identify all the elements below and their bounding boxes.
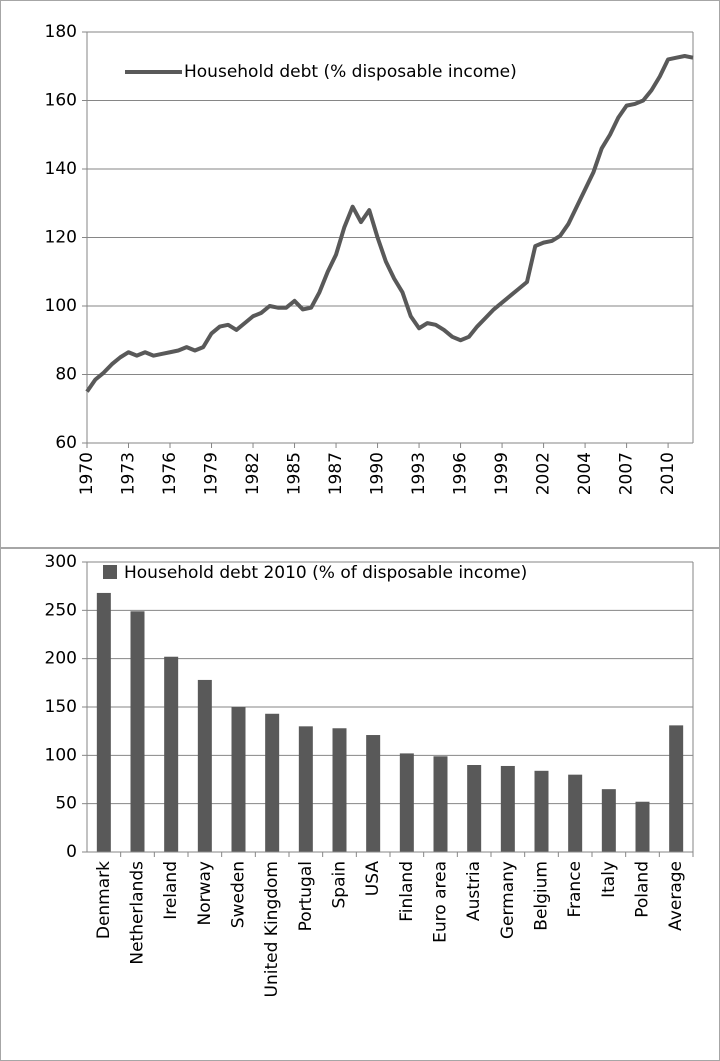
bar (164, 656, 179, 852)
x-tick-label: Euro area (431, 861, 451, 943)
x-tick-label: 1993 (409, 452, 429, 495)
y-tick-label: 140 (45, 159, 77, 179)
x-tick-label: Germany (498, 861, 518, 939)
y-tick-label: 100 (45, 296, 77, 316)
bar (96, 592, 111, 852)
y-tick-label: 250 (45, 600, 77, 620)
legend-swatch (103, 565, 117, 579)
x-tick-label: France (565, 861, 585, 918)
x-tick-label: Austria (464, 861, 484, 921)
bar (298, 726, 313, 852)
x-tick-label: 2002 (534, 452, 554, 495)
bar (568, 774, 583, 852)
legend-label: Household debt 2010 (% of disposable inc… (124, 563, 527, 583)
x-tick-label: 2010 (658, 452, 678, 495)
x-tick-label: Belgium (532, 861, 552, 931)
x-tick-label: Sweden (229, 861, 249, 928)
x-tick-label: 1970 (77, 452, 97, 495)
x-tick-label: 2007 (617, 452, 637, 495)
x-tick-label: 1979 (202, 452, 222, 495)
panel-frame (0, 548, 720, 1061)
x-tick-label: Norway (195, 861, 215, 926)
y-tick-label: 100 (45, 745, 77, 765)
legend-label: Household debt (% disposable income) (184, 62, 517, 82)
x-tick-label: 1996 (451, 452, 471, 495)
x-tick-label: 1999 (492, 452, 512, 495)
bar (601, 789, 616, 852)
bar (197, 679, 212, 852)
x-tick-label: Portugal (296, 861, 316, 931)
bar (500, 765, 515, 852)
panel-frame (0, 0, 720, 548)
x-tick-label: 1976 (160, 452, 180, 495)
x-tick-label: Spain (330, 861, 350, 909)
bar (332, 728, 347, 852)
x-tick-label: 1982 (243, 452, 263, 495)
line-series (85, 53, 694, 393)
y-tick-label: 180 (45, 22, 77, 42)
x-tick-label: 1987 (326, 452, 346, 495)
y-tick-label: 60 (55, 433, 77, 453)
bar (366, 735, 381, 852)
y-tick-label: 50 (55, 794, 77, 814)
bar (399, 753, 414, 852)
bar (669, 725, 684, 852)
y-tick-label: 0 (66, 842, 77, 862)
x-tick-label: Poland (633, 861, 653, 918)
x-tick-label: 2004 (575, 452, 595, 495)
y-tick-label: 80 (55, 365, 77, 385)
x-tick-label: USA (363, 861, 383, 897)
x-tick-label: Italy (599, 861, 619, 898)
bar (534, 770, 549, 852)
bar (265, 713, 280, 852)
x-tick-label: 1973 (119, 452, 139, 495)
x-tick-label: 1985 (285, 452, 305, 495)
y-tick-label: 150 (45, 697, 77, 717)
bar (635, 801, 650, 852)
x-tick-label: United Kingdom (262, 861, 282, 997)
x-tick-label: Ireland (161, 861, 181, 920)
y-tick-label: 300 (45, 552, 77, 572)
x-tick-label: Denmark (94, 861, 114, 939)
x-tick-label: Average (666, 861, 686, 931)
bar (231, 707, 246, 852)
x-tick-label: 1990 (368, 452, 388, 495)
x-tick-label: Finland (397, 861, 417, 922)
x-tick-label: Netherlands (128, 861, 148, 965)
y-tick-label: 120 (45, 228, 77, 248)
y-tick-label: 160 (45, 91, 77, 111)
bar (130, 611, 145, 852)
bar (467, 765, 482, 852)
bar (433, 756, 448, 852)
y-tick-label: 200 (45, 649, 77, 669)
